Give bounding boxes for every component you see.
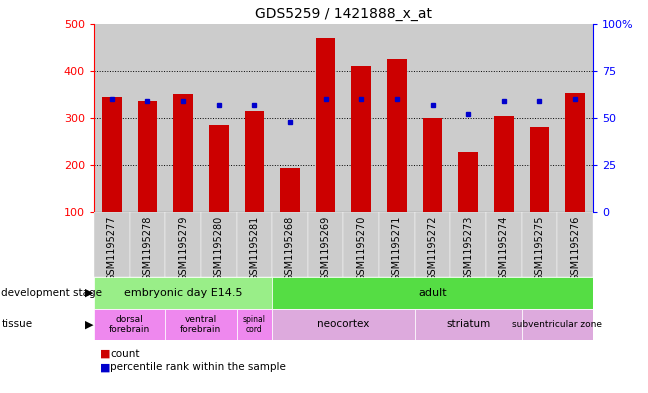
Text: development stage: development stage bbox=[1, 288, 102, 298]
Text: GSM1195271: GSM1195271 bbox=[392, 215, 402, 281]
Bar bbox=[450, 24, 486, 212]
Bar bbox=[343, 24, 379, 212]
Bar bbox=[272, 277, 593, 309]
Bar bbox=[94, 24, 130, 212]
Bar bbox=[308, 212, 343, 277]
Bar bbox=[529, 127, 550, 212]
Bar bbox=[165, 309, 237, 340]
Bar bbox=[201, 24, 237, 212]
Bar bbox=[102, 97, 122, 212]
Bar bbox=[565, 94, 585, 212]
Text: neocortex: neocortex bbox=[318, 319, 369, 329]
Bar bbox=[557, 24, 593, 212]
Bar bbox=[308, 24, 343, 212]
Bar bbox=[450, 212, 486, 277]
Bar bbox=[415, 309, 522, 340]
Text: GSM1195274: GSM1195274 bbox=[499, 215, 509, 281]
Bar bbox=[415, 24, 450, 212]
Text: GSM1195281: GSM1195281 bbox=[249, 215, 259, 281]
Text: ■: ■ bbox=[100, 349, 111, 359]
Bar bbox=[237, 212, 272, 277]
Bar bbox=[272, 24, 308, 212]
Bar bbox=[422, 118, 443, 212]
Bar bbox=[557, 212, 593, 277]
Text: GSM1195276: GSM1195276 bbox=[570, 215, 580, 281]
Bar bbox=[130, 212, 165, 277]
Text: ■: ■ bbox=[100, 362, 111, 373]
Text: dorsal
forebrain: dorsal forebrain bbox=[109, 314, 150, 334]
Bar bbox=[486, 24, 522, 212]
Bar bbox=[137, 101, 157, 212]
Bar bbox=[343, 212, 379, 277]
Bar bbox=[237, 24, 272, 212]
Text: tissue: tissue bbox=[1, 319, 32, 329]
Bar bbox=[94, 277, 272, 309]
Text: count: count bbox=[110, 349, 140, 359]
Bar bbox=[165, 212, 201, 277]
Text: GSM1195270: GSM1195270 bbox=[356, 215, 366, 281]
Bar bbox=[316, 38, 336, 212]
Text: GSM1195280: GSM1195280 bbox=[214, 215, 224, 281]
Text: GSM1195273: GSM1195273 bbox=[463, 215, 473, 281]
Text: GSM1195277: GSM1195277 bbox=[107, 215, 117, 281]
Bar bbox=[522, 212, 557, 277]
Text: percentile rank within the sample: percentile rank within the sample bbox=[110, 362, 286, 373]
Bar bbox=[387, 59, 407, 212]
Bar bbox=[94, 309, 165, 340]
Bar bbox=[522, 309, 593, 340]
Bar bbox=[244, 111, 264, 212]
Bar bbox=[280, 168, 300, 212]
Text: adult: adult bbox=[418, 288, 447, 298]
Bar bbox=[237, 309, 272, 340]
Title: GDS5259 / 1421888_x_at: GDS5259 / 1421888_x_at bbox=[255, 7, 432, 21]
Text: ▶: ▶ bbox=[85, 319, 93, 329]
Bar bbox=[494, 116, 514, 212]
Bar bbox=[209, 125, 229, 212]
Text: GSM1195272: GSM1195272 bbox=[428, 215, 437, 281]
Text: GSM1195278: GSM1195278 bbox=[143, 215, 152, 281]
Text: spinal
cord: spinal cord bbox=[243, 314, 266, 334]
Bar bbox=[415, 212, 450, 277]
Text: GSM1195275: GSM1195275 bbox=[535, 215, 544, 281]
Bar bbox=[486, 212, 522, 277]
Bar bbox=[351, 66, 371, 212]
Bar bbox=[379, 24, 415, 212]
Text: ▶: ▶ bbox=[85, 288, 93, 298]
Text: subventricular zone: subventricular zone bbox=[513, 320, 602, 329]
Bar bbox=[272, 309, 415, 340]
Text: GSM1195268: GSM1195268 bbox=[285, 215, 295, 281]
Text: GSM1195269: GSM1195269 bbox=[321, 215, 330, 281]
Text: embryonic day E14.5: embryonic day E14.5 bbox=[124, 288, 242, 298]
Bar bbox=[458, 152, 478, 212]
Bar bbox=[201, 212, 237, 277]
Bar bbox=[94, 212, 130, 277]
Bar bbox=[272, 212, 308, 277]
Text: GSM1195279: GSM1195279 bbox=[178, 215, 188, 281]
Bar bbox=[173, 94, 193, 212]
Bar bbox=[165, 24, 201, 212]
Text: striatum: striatum bbox=[446, 319, 491, 329]
Bar bbox=[379, 212, 415, 277]
Bar bbox=[130, 24, 165, 212]
Text: ventral
forebrain: ventral forebrain bbox=[180, 314, 222, 334]
Bar bbox=[522, 24, 557, 212]
